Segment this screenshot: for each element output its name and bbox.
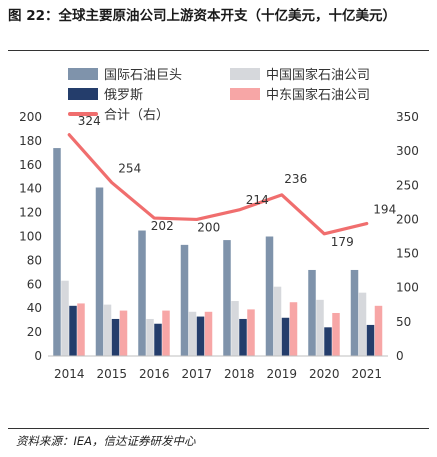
chart-legend: 国际石油巨头 中国国家石油公司 俄罗斯 中东国家石油公司 合计（右）: [20, 64, 420, 123]
total-data-label: 202: [151, 219, 174, 233]
y-right-tick-label: 250: [396, 178, 419, 192]
total-data-label: 236: [284, 172, 307, 186]
y-left-tick-label: 40: [27, 301, 42, 315]
bar-intl-2017: [180, 244, 189, 356]
bar-mideast-2014: [77, 303, 85, 356]
legend-item-china: 中国国家石油公司: [230, 64, 370, 83]
legend-item-mideast: 中东国家石油公司: [230, 84, 370, 103]
bar-mideast-2015: [119, 310, 128, 356]
bar-china-2021: [358, 292, 367, 356]
y-left-tick-label: 160: [19, 158, 42, 172]
bar-intl-2014: [53, 148, 61, 356]
y-left-tick-label: 60: [27, 277, 42, 291]
y-left-tick-label: 20: [27, 325, 42, 339]
x-tick-label: 2016: [139, 367, 170, 381]
y-left-tick-label: 180: [19, 134, 42, 148]
bar-mideast-2017: [204, 311, 213, 356]
title-divider: [8, 50, 429, 51]
bar-china-2020: [316, 299, 324, 356]
x-tick-label: 2018: [224, 367, 255, 381]
total-data-label: 254: [118, 162, 141, 176]
total-data-label: 200: [197, 220, 220, 234]
y-right-tick-label: 100: [396, 281, 419, 295]
y-left-tick-label: 100: [19, 230, 42, 244]
legend-label-total: 合计（右）: [104, 108, 170, 123]
y-right-tick-label: 300: [396, 144, 419, 158]
legend-swatch-intl: [68, 67, 98, 80]
x-tick-label: 2019: [266, 367, 297, 381]
legend-item-intl: 国际石油巨头: [68, 64, 182, 83]
bar-china-2018: [231, 301, 239, 356]
x-tick-label: 2014: [54, 367, 85, 381]
x-tick-label: 2020: [309, 367, 340, 381]
x-tick-label: 2021: [351, 367, 382, 381]
bar-china-2014: [61, 280, 69, 356]
legend-label-intl: 国际石油巨头: [104, 68, 183, 83]
legend-swatch-china: [230, 67, 260, 80]
total-data-label: 324: [78, 114, 101, 128]
y-left-tick-label: 140: [19, 182, 42, 196]
y-left-tick-label: 0: [34, 349, 42, 363]
bar-china-2019: [273, 286, 282, 356]
bar-intl-2016: [138, 230, 146, 356]
y-right-tick-label: 200: [396, 212, 419, 226]
total-data-label: 194: [373, 203, 396, 217]
source-note: 资料来源：IEA，信达证券研发中心: [16, 434, 196, 448]
legend-swatch-mideast: [230, 87, 260, 100]
bar-china-2015: [103, 304, 112, 356]
footer-divider: [8, 428, 429, 429]
bar-mideast-2021: [374, 305, 383, 356]
bar-russia-2019: [281, 317, 290, 356]
y-right-tick-label: 150: [396, 247, 419, 261]
bar-intl-2021: [350, 269, 359, 356]
bar-intl-2015: [95, 187, 104, 356]
bar-intl-2020: [308, 269, 316, 356]
bar-russia-2017: [196, 316, 205, 356]
legend-label-russia: 俄罗斯: [104, 88, 144, 103]
bar-mideast-2016: [162, 310, 170, 356]
bar-china-2017: [188, 311, 197, 356]
legend-swatch-russia: [68, 87, 98, 100]
y-right-tick-label: 350: [396, 110, 419, 124]
total-data-label: 214: [246, 193, 269, 207]
y-left-tick-label: 120: [19, 206, 42, 220]
bar-intl-2018: [223, 240, 231, 356]
bar-russia-2014: [69, 305, 77, 356]
total-data-label: 179: [331, 235, 354, 249]
legend-label-mideast: 中东国家石油公司: [266, 88, 371, 103]
legend-item-total: 合计（右）: [68, 104, 169, 123]
bar-russia-2015: [111, 318, 120, 356]
x-tick-label: 2017: [181, 367, 212, 381]
bar-intl-2019: [265, 236, 274, 356]
bar-mideast-2018: [247, 309, 255, 356]
x-tick-label: 2015: [96, 367, 127, 381]
legend-item-russia: 俄罗斯: [68, 84, 143, 103]
y-left-tick-label: 200: [19, 110, 42, 124]
total-line: [67, 133, 369, 236]
bar-russia-2020: [324, 327, 332, 356]
bar-mideast-2019: [289, 302, 298, 356]
bar-russia-2016: [154, 323, 162, 356]
bar-russia-2018: [239, 318, 247, 356]
legend-swatch-total: [68, 111, 98, 116]
y-right-tick-label: 0: [396, 349, 404, 363]
y-left-tick-label: 80: [27, 253, 42, 267]
bar-mideast-2020: [332, 312, 340, 356]
bar-russia-2021: [366, 324, 375, 356]
chart-title: 图 22：全球主要原油公司上游资本开支（十亿美元，十亿美元）: [8, 8, 396, 24]
bar-china-2016: [146, 318, 154, 356]
legend-label-china: 中国国家石油公司: [266, 68, 371, 83]
y-right-tick-label: 50: [396, 315, 411, 329]
